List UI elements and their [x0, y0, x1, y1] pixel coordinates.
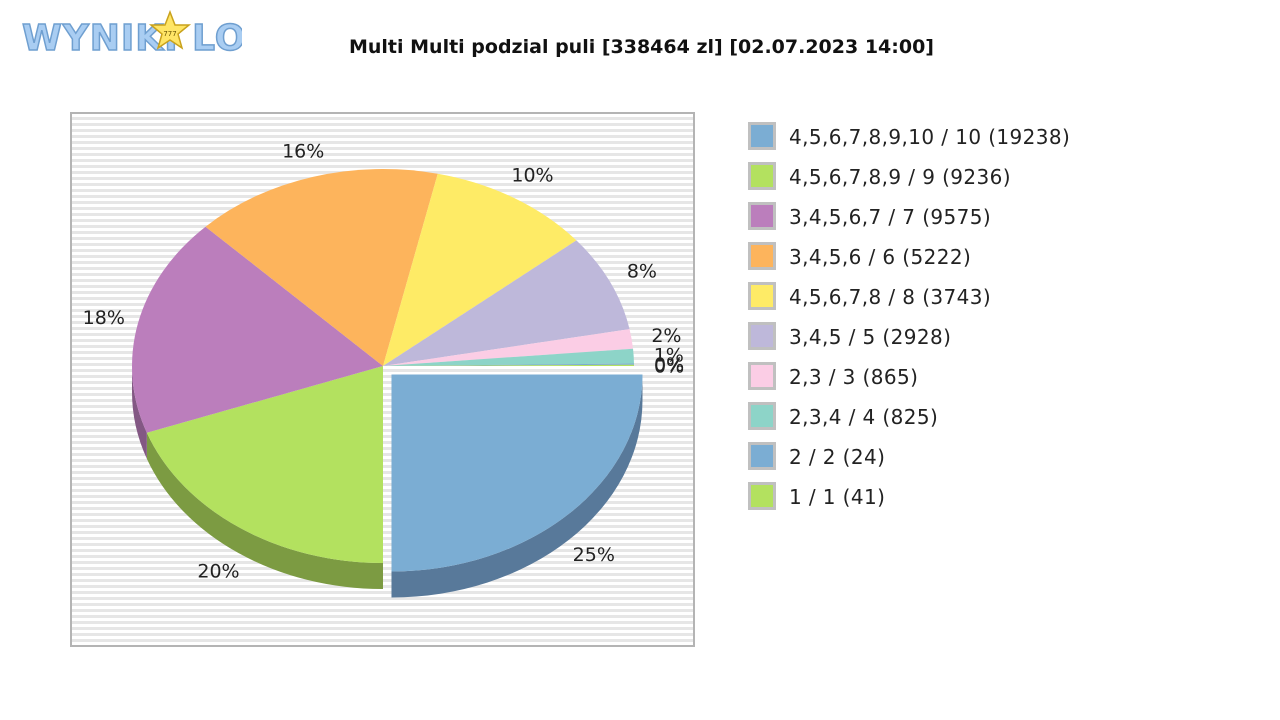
pie-slice-5: [383, 173, 577, 366]
chart-title: Multi Multi podzial puli [338464 zl] [02…: [348, 36, 934, 58]
legend-label: 3,4,5,6,7 / 7 (9575): [789, 205, 992, 229]
legend-swatch: [748, 322, 776, 350]
pie-slice-7: [383, 329, 634, 366]
legend-label: 4,5,6,7,8 / 8 (3743): [789, 285, 992, 309]
pie-label-7: 2%: [651, 325, 681, 347]
legend-swatch: [748, 202, 776, 230]
legend-label: 3,4,5,6 / 6 (5222): [789, 245, 972, 269]
pie-slice-2: [146, 366, 383, 563]
legend-swatch: [748, 362, 776, 390]
logo-star-text: 777: [163, 30, 176, 38]
pie-slice-9: [383, 363, 634, 366]
logo-text: WYNIKI LOTTO: [22, 18, 242, 59]
pie-label-8: 1%: [654, 345, 684, 367]
legend-swatch: [748, 402, 776, 430]
pie-labels: 25%20%18%16%10%8%2%1%0%0%: [83, 140, 684, 582]
pie-slice-6: [383, 240, 630, 366]
pie-side-2: [146, 432, 383, 589]
legend-swatch: [748, 442, 776, 470]
pie-slice-1: [391, 374, 643, 572]
legend-swatch: [748, 482, 776, 510]
legend-label: 2,3,4 / 4 (825): [789, 405, 939, 429]
legend-label: 4,5,6,7,8,9,10 / 10 (19238): [789, 125, 1071, 149]
legend-label: 2 / 2 (24): [789, 445, 886, 469]
pie-slice-4: [205, 169, 438, 366]
wyniki-lotto-logo: WYNIKI LOTTO 777: [21, 10, 242, 60]
pie-slice-10: [383, 364, 634, 366]
pie-label-9: 0%: [654, 354, 684, 376]
legend-label: 3,4,5 / 5 (2928): [789, 325, 952, 349]
logo-star-icon: [148, 10, 192, 50]
legend-swatch: [748, 122, 776, 150]
legend-swatch: [748, 242, 776, 270]
pie-label-4: 16%: [282, 140, 324, 162]
pie-side-walls: [132, 366, 643, 598]
pie-slice-3: [131, 226, 383, 433]
pie-label-2: 20%: [197, 561, 239, 583]
legend-label: 2,3 / 3 (865): [789, 365, 919, 389]
legend-swatch: [748, 282, 776, 310]
pie-side-3: [132, 366, 147, 459]
legend-label: 4,5,6,7,8,9 / 9 (9236): [789, 165, 1011, 189]
pie-slice-8: [383, 348, 634, 366]
pie-label-1: 25%: [573, 544, 615, 566]
pie-side-1: [391, 374, 643, 598]
pie-label-3: 18%: [83, 307, 125, 329]
pie-slices: [131, 169, 643, 572]
legend-swatch: [748, 162, 776, 190]
legend-label: 1 / 1 (41): [789, 485, 886, 509]
pie-label-6: 8%: [627, 260, 657, 282]
pie-label-5: 10%: [511, 165, 553, 187]
pie-label-10: 0%: [654, 355, 684, 377]
